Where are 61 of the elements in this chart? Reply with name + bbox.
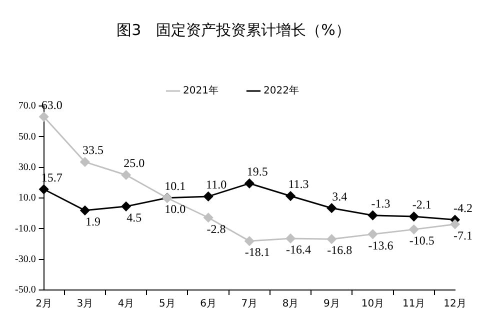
data-label: 10.1 <box>164 179 186 194</box>
point <box>204 192 214 202</box>
data-label: 19.5 <box>246 164 268 179</box>
data-label: -1.3 <box>371 196 390 210</box>
point <box>326 234 336 244</box>
point <box>204 212 214 222</box>
y-tick-label: 10.0 <box>18 192 36 204</box>
point <box>326 203 336 213</box>
point <box>121 170 131 180</box>
data-label: -16.8 <box>327 243 352 258</box>
x-tick-label: 9月 <box>323 298 340 310</box>
point <box>244 236 254 246</box>
legend-label: 2022年 <box>264 84 299 97</box>
point <box>286 191 296 201</box>
x-tick-label: 8月 <box>282 298 299 310</box>
point <box>80 157 90 167</box>
x-tick-label: 7月 <box>241 298 258 310</box>
data-label: -10.5 <box>409 234 434 248</box>
data-label: 3.4 <box>332 189 348 204</box>
data-label: -2.1 <box>412 198 432 212</box>
data-label: 25.0 <box>124 156 145 170</box>
y-tick-label: 50.0 <box>18 131 36 142</box>
data-label: 33.5 <box>82 143 104 158</box>
data-label: -4.2 <box>454 200 472 215</box>
y-tick-label: 70.0 <box>18 100 36 112</box>
point <box>121 202 131 212</box>
data-label: -7.1 <box>454 228 472 242</box>
point <box>244 178 254 188</box>
y-tick-label: -30.0 <box>14 254 36 265</box>
x-tick-label: 2月 <box>36 298 52 310</box>
x-tick-label: 10月 <box>361 298 384 310</box>
data-label: 11.0 <box>206 178 227 192</box>
data-label: 63.0 <box>41 98 62 112</box>
data-label: -16.4 <box>286 242 312 257</box>
point <box>39 184 49 194</box>
point <box>286 234 296 244</box>
point <box>368 229 378 239</box>
point <box>450 219 460 229</box>
point <box>39 112 49 122</box>
point <box>368 210 378 220</box>
data-label: -2.8 <box>206 222 226 236</box>
data-label: -18.1 <box>244 245 270 260</box>
x-tick-label: 3月 <box>76 298 94 310</box>
y-tick-label: -50.0 <box>14 284 36 296</box>
x-tick-label: 11月 <box>402 298 426 310</box>
x-tick-label: 6月 <box>200 298 216 310</box>
data-label: 10.0 <box>164 202 186 216</box>
point <box>409 224 419 234</box>
x-tick-label: 5月 <box>158 298 176 310</box>
chart-title: 图3 固定资产投资累计增长（%） <box>116 20 350 39</box>
data-label: 1.9 <box>85 214 100 229</box>
point <box>409 212 419 222</box>
data-label: -13.6 <box>368 238 394 252</box>
y-tick-label: 30.0 <box>18 162 36 173</box>
data-label: 4.5 <box>126 210 142 225</box>
x-tick-label: 4月 <box>118 298 134 310</box>
data-label: 11.3 <box>288 177 309 192</box>
y-tick-label: -10.0 <box>14 223 36 234</box>
x-tick-label: 12月 <box>444 298 466 310</box>
point <box>80 206 90 216</box>
legend-label: 2021年 <box>183 84 219 97</box>
